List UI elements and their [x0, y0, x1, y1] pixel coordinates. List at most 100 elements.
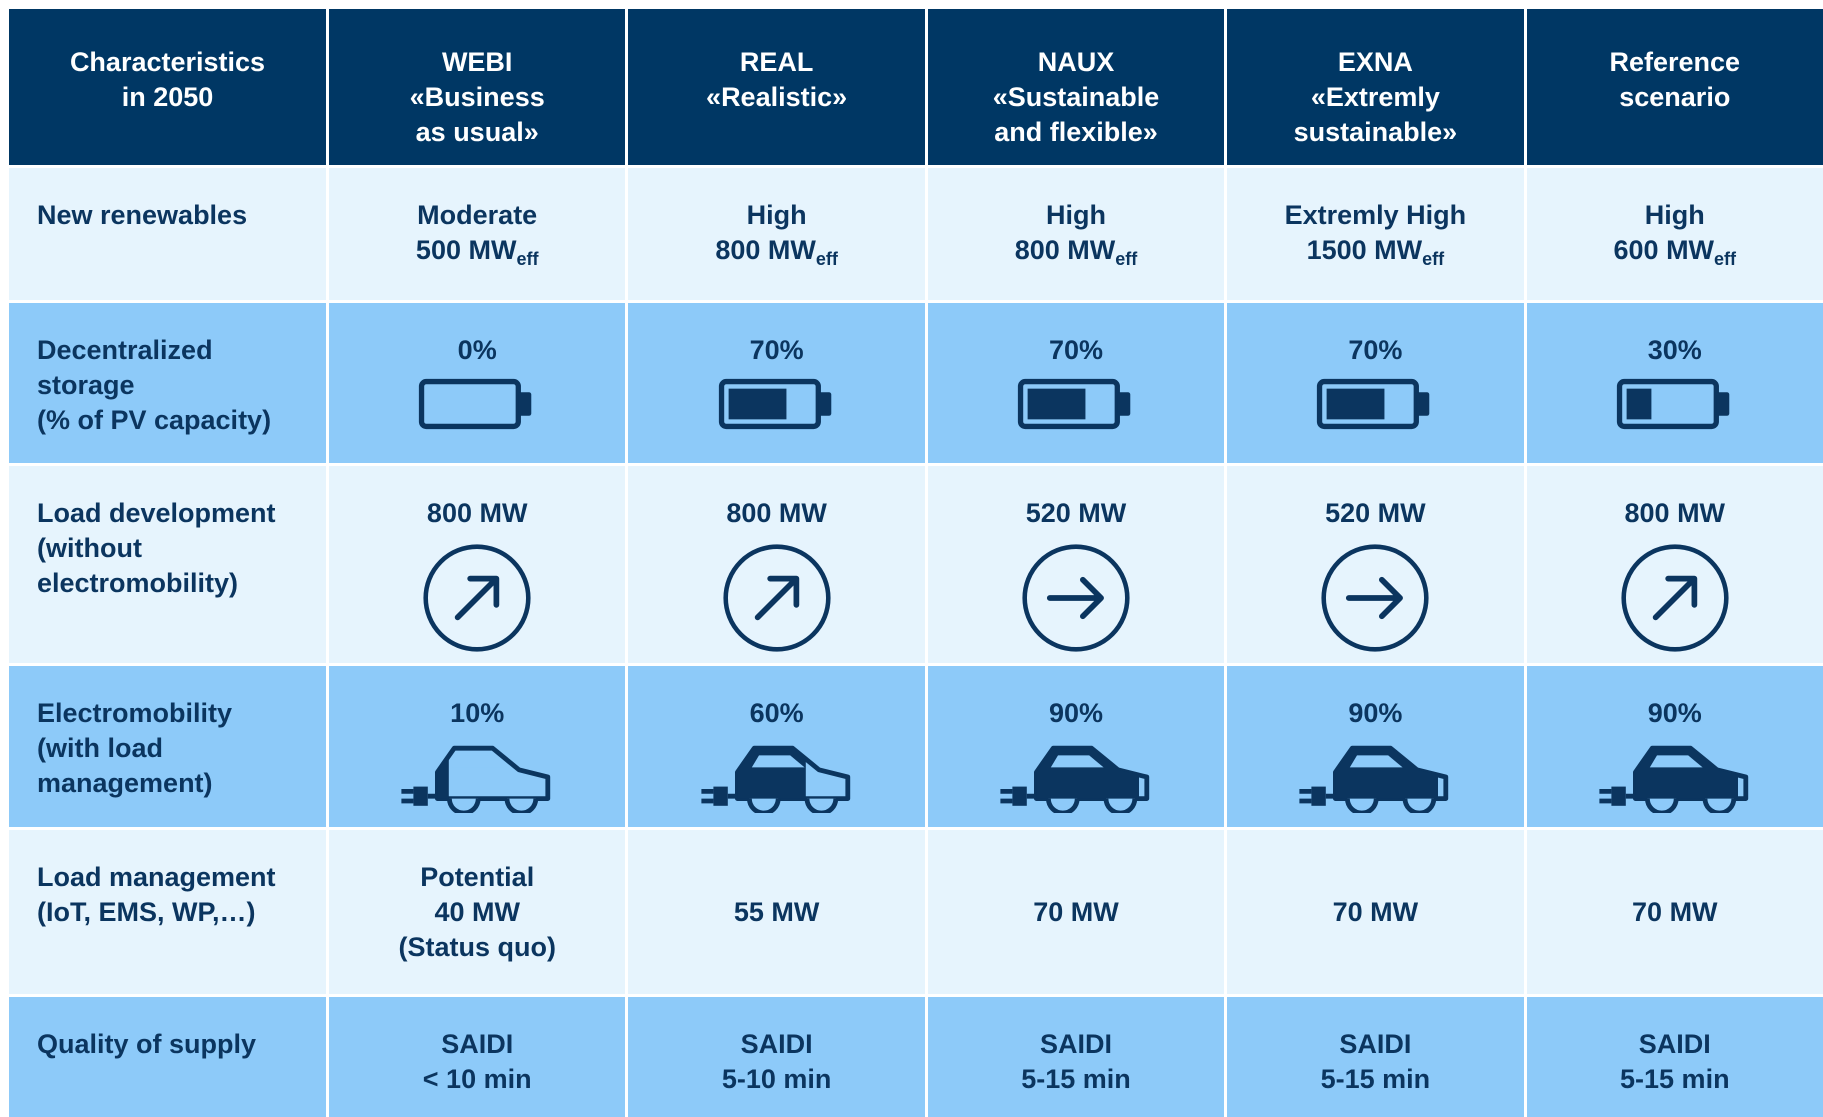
text-line: 5-10 min	[722, 1062, 832, 1097]
text: Quality of supply	[37, 1029, 257, 1059]
text-line: REAL	[740, 45, 814, 80]
text-line: «Business	[410, 80, 545, 115]
text: 520 MW	[1025, 498, 1127, 528]
text: < 10 min	[422, 1064, 532, 1094]
text-line: 800 MW	[726, 496, 827, 531]
car-icon	[700, 745, 850, 813]
text-line: 55 MW	[734, 895, 820, 930]
row-label: Quality of supply	[9, 997, 326, 1117]
text-line: 500 MWeff	[416, 233, 539, 268]
text-line: Extremly High	[1285, 198, 1467, 233]
text-line: High	[747, 198, 807, 233]
text-line: 10%	[450, 696, 504, 731]
text: 5-15 min	[1021, 1064, 1131, 1094]
text-line: 800 MW	[427, 496, 528, 531]
table-cell: Extremly High 1500 MWeff	[1227, 168, 1524, 300]
row-label: Load development (without electromobility)	[9, 466, 326, 663]
text: 70 MW	[1632, 896, 1718, 927]
header-cell: EXNA «Extremly sustainable»	[1227, 9, 1524, 165]
battery-icon	[718, 378, 831, 430]
text: «Business	[409, 82, 545, 112]
text-line: 90%	[1648, 696, 1702, 731]
table-cell: 0%	[329, 303, 626, 463]
text: 600 MW	[1613, 235, 1715, 265]
text: REAL	[739, 47, 814, 77]
table-cell: SAIDI 5-10 min	[628, 997, 925, 1117]
table-cell: 10%	[329, 666, 626, 827]
text: (% of PV capacity)	[37, 405, 272, 435]
text-line: Reference	[1610, 45, 1741, 80]
car-icon	[401, 745, 551, 813]
table-cell: 90%	[1227, 666, 1524, 827]
text: NAUX	[1037, 47, 1115, 77]
text-line: < 10 min	[423, 1062, 532, 1097]
text-line: (without	[37, 531, 142, 566]
text-line: 70 MW	[1033, 895, 1119, 930]
header-cell: Reference scenario	[1526, 9, 1823, 165]
table-cell: 90%	[927, 666, 1225, 827]
header-cell: Characteristics in 2050	[9, 9, 326, 165]
text-line: Potential	[420, 860, 534, 895]
text: 500 MW	[415, 235, 517, 265]
table-cell: 520 MW	[927, 466, 1225, 663]
text: 5-10 min	[721, 1064, 832, 1094]
text: SAIDI	[740, 1029, 813, 1059]
subscript: eff	[1422, 249, 1445, 269]
text-line: WEBI	[442, 45, 513, 80]
row-label: Load management (IoT, EMS, WP,…)	[9, 830, 326, 994]
text: 55 MW	[733, 896, 820, 927]
table-cell: SAIDI < 10 min	[329, 997, 626, 1117]
text-line: Decentralized	[37, 333, 213, 368]
text-line: 70%	[750, 333, 804, 368]
text-line: storage	[37, 368, 135, 403]
text: High	[1644, 200, 1705, 230]
text-line: Electromobility	[37, 696, 232, 731]
text: Electromobility	[37, 698, 233, 728]
text: 90%	[1048, 698, 1104, 728]
text: and flexible»	[994, 117, 1158, 147]
text: 1500 MW	[1306, 235, 1423, 265]
trend-icon	[423, 544, 531, 652]
table-cell: 520 MW	[1227, 466, 1524, 663]
text-line: 1500 MWeff	[1307, 233, 1445, 268]
table-cell: 70 MW	[1526, 830, 1823, 994]
table-cell: High 600 MWeff	[1526, 168, 1823, 300]
text-line: management)	[37, 766, 213, 801]
text-line: High	[1046, 198, 1106, 233]
text-line: Quality of supply	[37, 1027, 256, 1062]
table-cell: Potential 40 MW (Status quo)	[329, 830, 626, 994]
table-cell: SAIDI 5-15 min	[927, 997, 1225, 1117]
text-line: 600 MWeff	[1614, 233, 1737, 268]
text-line: Load management	[37, 860, 276, 895]
header-cell: REAL «Realistic»	[628, 9, 925, 165]
text: Potential	[420, 861, 535, 892]
table-cell: 55 MW	[628, 830, 925, 994]
text: 40 MW	[434, 896, 520, 927]
text-line: electromobility)	[37, 566, 238, 601]
text: management)	[37, 768, 213, 798]
table-cell: High 800 MWeff	[628, 168, 925, 300]
text: 70 MW	[1332, 896, 1419, 927]
subscript: eff	[516, 249, 539, 269]
scenario-table: Characteristics in 2050 WEBI «Business as us…	[9, 9, 1823, 1117]
trend-icon	[1321, 544, 1429, 652]
header-cell: WEBI «Business as usual»	[329, 9, 626, 165]
text: «Realistic»	[706, 82, 848, 112]
table-cell: Moderate 500 MWeff	[329, 168, 626, 300]
text: as usual»	[415, 117, 539, 147]
table-cell: 60%	[628, 666, 925, 827]
text: sustainable»	[1293, 117, 1458, 147]
text-line: 90%	[1049, 696, 1103, 731]
subscript: eff	[815, 249, 838, 269]
table-cell: 30%	[1526, 303, 1823, 463]
car-icon	[1000, 745, 1150, 813]
table-cell: 70 MW	[1227, 830, 1524, 994]
text: 800 MW	[715, 235, 816, 265]
text: (IoT, EMS, WP,…)	[37, 897, 256, 927]
text: (without	[37, 533, 142, 563]
text: SAIDI	[1638, 1029, 1711, 1059]
table-cell: SAIDI 5-15 min	[1227, 997, 1524, 1117]
text-line: 40 MW	[434, 895, 520, 930]
text-line: High	[1645, 198, 1705, 233]
